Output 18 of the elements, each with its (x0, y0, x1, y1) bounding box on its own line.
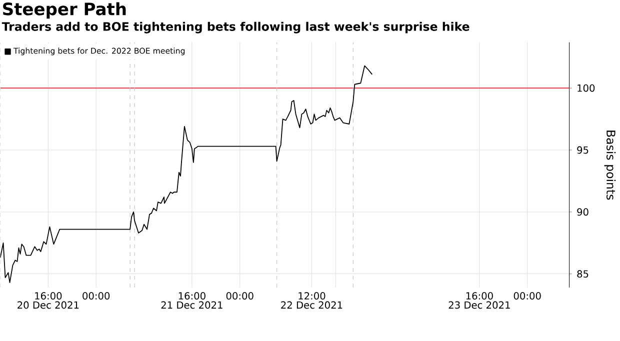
x-tick-label: 16:00 (35, 292, 62, 300)
y-tick-label: 100 (578, 84, 595, 92)
y-tick-label: 85 (577, 270, 588, 278)
x-tick-label: 00:00 (514, 292, 541, 300)
x-tick-label: 00:00 (82, 292, 110, 300)
y-tick-label: 95 (577, 146, 588, 154)
y-tick-label: 90 (577, 208, 588, 216)
x-tick-label: 12:00 (298, 292, 326, 300)
x2-tick-label: 20 Dec 2021 (18, 301, 79, 309)
x2-tick-label: 23 Dec 2021 (448, 301, 510, 309)
chart-title: Steeper Path (3, 2, 126, 18)
y-axis-title: Basis points (604, 130, 616, 200)
x-tick-label: 16:00 (466, 292, 493, 300)
chart-subtitle: Traders add to BOE tightening bets following last week's surprise hike (2, 22, 470, 34)
x2-tick-label: 22 Dec 2021 (281, 301, 342, 309)
x-tick-label: 16:00 (178, 292, 206, 300)
x2-tick-label: 21 Dec 2021 (161, 301, 222, 309)
x-tick-label: 00:00 (226, 292, 254, 300)
